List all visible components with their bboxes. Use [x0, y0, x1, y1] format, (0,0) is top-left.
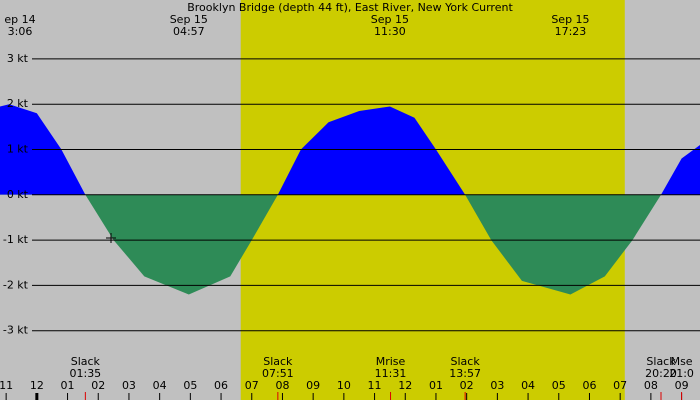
- y-tick-label: 1 kt: [7, 142, 29, 155]
- x-tick-label: 10: [337, 379, 351, 392]
- x-tick-label: 09: [675, 379, 689, 392]
- event-time: 20:20: [645, 367, 677, 380]
- extreme-date: Sep 15: [551, 13, 589, 26]
- ebb-area: [85, 194, 662, 295]
- x-tick-label: 08: [275, 379, 289, 392]
- event-time: 07:51: [262, 367, 294, 380]
- x-tick-label: 08: [644, 379, 658, 392]
- x-tick-label: 05: [552, 379, 566, 392]
- x-tick-label: 09: [306, 379, 320, 392]
- x-tick-label: 01: [61, 379, 75, 392]
- x-tick-label: 07: [245, 379, 259, 392]
- x-tick-label: 07: [613, 379, 627, 392]
- x-tick-label: 02: [91, 379, 105, 392]
- y-tick-label: 0 kt: [7, 188, 29, 201]
- x-tick-label: 11: [0, 379, 13, 392]
- x-tick-label: 04: [521, 379, 535, 392]
- event-time: 01:35: [69, 367, 101, 380]
- x-tick-label: 06: [582, 379, 596, 392]
- event-time: 11:31: [375, 367, 407, 380]
- event-label: Slack: [646, 355, 676, 368]
- extreme-date: ep 14: [4, 13, 35, 26]
- x-tick-label: 01: [429, 379, 443, 392]
- chart-title: Brooklyn Bridge (depth 44 ft), East Rive…: [187, 1, 513, 14]
- x-tick-label: 06: [214, 379, 228, 392]
- extreme-time: 04:57: [173, 25, 205, 38]
- extreme-time: 3:06: [8, 25, 33, 38]
- x-tick-label: 12: [398, 379, 412, 392]
- event-time: 13:57: [449, 367, 481, 380]
- y-tick-label: -2 kt: [3, 278, 29, 291]
- y-tick-label: 3 kt: [7, 52, 29, 65]
- x-tick-label: 03: [122, 379, 136, 392]
- x-tick-label: 02: [460, 379, 474, 392]
- x-tick-label: 04: [153, 379, 167, 392]
- x-tick-label: 11: [368, 379, 382, 392]
- event-label: Slack: [71, 355, 101, 368]
- y-tick-label: -1 kt: [3, 233, 29, 246]
- x-tick-label: 12: [30, 379, 44, 392]
- cursor: [106, 233, 116, 243]
- x-tick-label: 05: [183, 379, 197, 392]
- extreme-time: 17:23: [555, 25, 587, 38]
- event-label: Mse: [671, 355, 693, 368]
- extreme-time: 11:30: [374, 25, 406, 38]
- event-time: 21:0: [669, 367, 694, 380]
- extreme-date: Sep 15: [170, 13, 208, 26]
- event-label: Mrise: [376, 355, 406, 368]
- event-label: Slack: [263, 355, 293, 368]
- y-tick-label: 2 kt: [7, 97, 29, 110]
- event-label: Slack: [451, 355, 481, 368]
- x-tick-label: 03: [490, 379, 504, 392]
- y-tick-label: -3 kt: [3, 324, 29, 337]
- extreme-date: Sep 15: [371, 13, 409, 26]
